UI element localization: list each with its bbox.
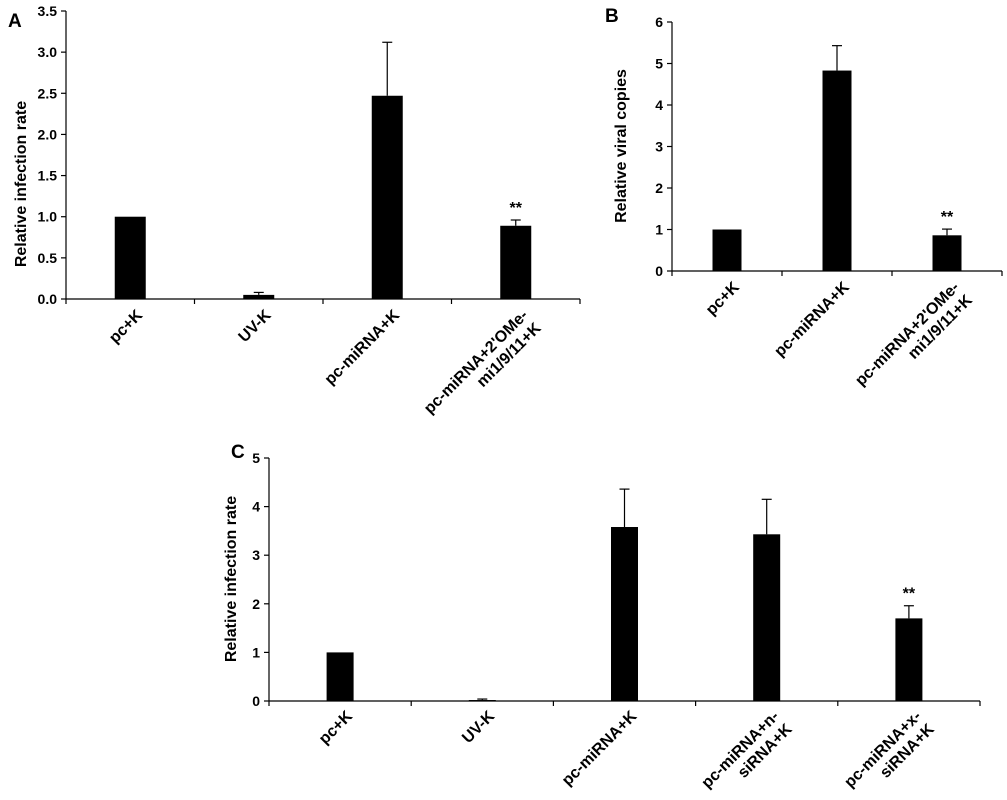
- panel-b-y-tick-label: 6: [655, 14, 663, 30]
- panel-b-x-tick-label-line: pc-miRNA+K: [771, 279, 853, 361]
- panel-b-bar: [822, 70, 852, 272]
- panel-b-x-tick-label: pc-miRNA+K: [771, 279, 853, 361]
- panel-a-bar: [243, 294, 275, 299]
- panel-a-bar: [371, 95, 403, 299]
- panel-a-significance-label: **: [510, 200, 523, 217]
- panel-c-x-tick-label: UV-K: [459, 708, 498, 747]
- panel-b-y-tick-label: 0: [655, 263, 663, 279]
- panel-c-bar: [895, 618, 923, 701]
- panel-a-x-tick-label-line: pc-miRNA+K: [322, 307, 404, 389]
- panel-c-y-tick-label: 3: [252, 547, 260, 563]
- panel-a-y-tick-label: 2.0: [38, 126, 58, 142]
- panel-b-bar: [932, 235, 962, 271]
- panel-c-significance-label: **: [903, 586, 916, 603]
- panel-c: C Relative infection rate 0 1 2 3 4 5 pc+K UV-K…: [223, 442, 981, 800]
- panel-a-x-tick-label: UV-K: [236, 307, 275, 346]
- panel-a-x-tick-label: pc-miRNA+K: [322, 307, 404, 389]
- panel-c-bar: [468, 700, 496, 701]
- panel-b-x-tick-label-line: pc-miRNA+2'OMe-: [852, 279, 963, 390]
- panel-b-y-tick-label: 4: [655, 97, 663, 113]
- panel-b-plot-area: 0 1 2 3 4 5 6 pc+K pc-miRNA+K ** pc-miRNA+2'OMe-mi…: [655, 14, 1003, 403]
- panel-a-x-tick-label-line: UV-K: [236, 307, 275, 346]
- panel-c-y-axis-title: Relative infection rate: [223, 496, 240, 662]
- panel-c-y-tick-label: 5: [252, 450, 260, 466]
- panel-a-y-tick-label: 1.0: [38, 209, 58, 225]
- panel-c-bar: [611, 527, 638, 701]
- panel-b-x-tick-label-line: pc+K: [703, 279, 743, 319]
- panel-a-y-tick-label: 2.5: [38, 85, 58, 101]
- panel-c-y-tick-label: 1: [252, 644, 260, 660]
- panel-a-x-tick-label: pc+K: [106, 307, 146, 347]
- panel-a-bar: [114, 216, 146, 299]
- panel-a-plot-area: 0.0 0.5 1.0 1.5 2.0 2.5 3.0 3.5 pc+K UV-K pc-miRNA…: [38, 3, 581, 431]
- panel-a-bar: [500, 225, 532, 299]
- panel-a-x-tick-label-line: pc+K: [106, 307, 146, 347]
- panel-a-y-tick-label: 3.5: [38, 3, 58, 19]
- panel-b-y-tick-label: 3: [655, 139, 663, 155]
- panel-c-letter: C: [231, 442, 245, 463]
- panel-c-x-tick-label-line: pc+K: [316, 708, 356, 748]
- panel-b-y-axis-title: Relative viral copies: [613, 69, 630, 223]
- panel-c-x-tick-label: pc-miRNA+K: [559, 708, 641, 790]
- panel-a: A Relative infection rate 0.0 0.5 1.0 1.5 2.…: [8, 3, 581, 431]
- panel-c-plot-area: 0 1 2 3 4 5 pc+K UV-K pc-miRNA+K pc-miRNA+n-siRNA…: [252, 450, 981, 800]
- panel-c-x-tick-label: pc+K: [316, 708, 356, 748]
- panel-c-x-tick-label-line: pc-miRNA+K: [559, 708, 641, 790]
- panel-b-letter: B: [605, 6, 619, 27]
- panel-a-y-axis-title: Relative infection rate: [13, 101, 30, 267]
- panel-b-y-tick-label: 1: [655, 222, 663, 238]
- panel-a-x-tick-label-line: pc-miRNA+2'OMe-: [421, 307, 532, 418]
- panel-c-x-tick-label-line: UV-K: [459, 708, 498, 747]
- panel-c-y-tick-label: 2: [252, 596, 260, 612]
- panel-b-bar: [712, 229, 742, 271]
- panel-b-significance-label: **: [941, 209, 954, 226]
- panel-c-x-tick-label: pc-miRNA+n-siRNA+K: [699, 708, 796, 800]
- panel-a-y-tick-label: 0.5: [38, 250, 58, 266]
- panel-c-y-tick-label: 4: [252, 499, 260, 515]
- panel-b-y-tick-label: 2: [655, 180, 663, 196]
- panel-a-y-tick-label: 1.5: [38, 168, 58, 184]
- panel-a-x-tick-label: pc-miRNA+2'OMe-mi1/9/11+K: [421, 307, 545, 431]
- panel-a-letter: A: [8, 11, 22, 32]
- panel-b-x-tick-label: pc-miRNA+2'OMe-mi1/9/11+K: [852, 279, 976, 403]
- panel-c-y-tick-label: 0: [252, 693, 260, 709]
- panel-a-y-tick-label: 0.0: [38, 291, 58, 307]
- panel-b: B Relative viral copies 0 1 2 3 4 5 6 pc+K pc-mi…: [605, 6, 1003, 403]
- panel-b-y-tick-label: 5: [655, 56, 663, 72]
- panel-b-x-tick-label: pc+K: [703, 279, 743, 319]
- panel-c-bar: [753, 534, 781, 701]
- panel-c-bar: [326, 652, 354, 701]
- panel-a-y-tick-label: 3.0: [38, 44, 58, 60]
- panel-c-x-tick-label: pc-miRNA+x-siRNA+K: [841, 708, 938, 800]
